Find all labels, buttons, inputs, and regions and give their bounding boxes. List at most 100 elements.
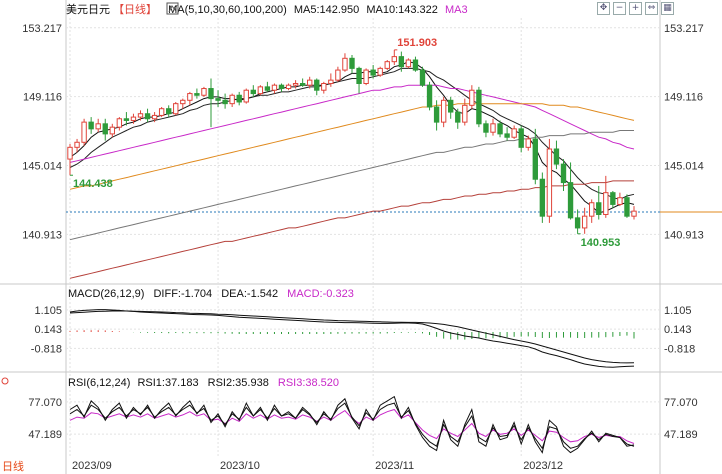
ma30-line bbox=[69, 84, 635, 163]
macd-diff-line bbox=[69, 309, 635, 368]
rsi1-value: RSI1:37.183 bbox=[137, 377, 198, 389]
date-tick: 2023/11 bbox=[375, 460, 414, 472]
candle-up bbox=[581, 215, 588, 229]
candle-down bbox=[349, 57, 355, 69]
price-annotations: 151.903 144.438 140.953 bbox=[70, 37, 620, 249]
price-tick-right: 153.217 bbox=[664, 23, 704, 35]
candle-up bbox=[95, 123, 101, 130]
macd-tick-right: 0.143 bbox=[664, 324, 692, 336]
candle-down bbox=[419, 69, 426, 86]
candle-up bbox=[158, 108, 165, 116]
rsi-header: RSI(6,12,24) RSI1:37.183 RSI2:35.938 RSI… bbox=[68, 377, 339, 389]
macd-tick-right: -0.818 bbox=[664, 343, 695, 355]
candle-down bbox=[539, 178, 546, 217]
price-tick-left: 140.913 bbox=[22, 229, 62, 241]
candle-down bbox=[222, 99, 228, 105]
candle-up bbox=[342, 57, 348, 71]
candle-up bbox=[81, 121, 87, 143]
candle-down bbox=[518, 128, 524, 148]
price-tick-left: 149.116 bbox=[23, 92, 62, 104]
candle-up bbox=[271, 84, 278, 91]
grid-icon[interactable]: ▦ bbox=[661, 2, 674, 15]
macd-diff-value: DIFF:-1.704 bbox=[153, 288, 212, 300]
candle-up bbox=[363, 69, 369, 84]
candle-down bbox=[624, 197, 630, 217]
candle-down bbox=[553, 148, 560, 165]
ma-indicator-icon[interactable] bbox=[166, 2, 179, 15]
candle-down bbox=[426, 84, 433, 108]
date-tick: 2023/10 bbox=[220, 460, 260, 472]
grid-lines bbox=[66, 18, 660, 458]
annotation-low: 140.953 bbox=[581, 237, 621, 249]
candle-down bbox=[88, 121, 94, 130]
candle-up bbox=[201, 88, 207, 96]
macd-tick-left: -0.818 bbox=[31, 343, 62, 355]
date-tick: 2023/12 bbox=[523, 460, 563, 472]
candle-up bbox=[243, 89, 249, 103]
period-tab[interactable]: 日线 bbox=[2, 458, 24, 474]
symbol-label: 美元日元 bbox=[66, 3, 110, 16]
candle-down bbox=[144, 113, 151, 120]
rsi1-line bbox=[69, 395, 635, 454]
macd-dea-line bbox=[69, 310, 635, 364]
macd-macd-value: MACD:-0.323 bbox=[287, 288, 354, 300]
candle-up bbox=[109, 126, 115, 135]
zoom-out-icon[interactable]: − bbox=[613, 2, 626, 15]
candle-down bbox=[398, 56, 405, 68]
candle-down bbox=[264, 86, 271, 91]
candle-up bbox=[511, 128, 517, 138]
candle-up bbox=[603, 192, 609, 216]
rsi-tick-right: 47.189 bbox=[664, 429, 698, 441]
candle-down bbox=[497, 123, 503, 135]
candle-down bbox=[299, 83, 306, 86]
period-tab-label: 日线 bbox=[2, 461, 24, 473]
macd-panel bbox=[69, 309, 635, 368]
rsi-tick-right: 77.070 bbox=[664, 397, 698, 409]
candle-up bbox=[617, 197, 623, 205]
ma10-line bbox=[69, 67, 635, 200]
zoom-in-icon[interactable]: + bbox=[629, 2, 642, 15]
rsi-settings-icon[interactable] bbox=[1, 377, 9, 385]
candle-down bbox=[250, 89, 256, 95]
candle-down bbox=[236, 94, 242, 103]
candle-down bbox=[504, 133, 510, 138]
candle-down bbox=[560, 163, 567, 184]
candle-down bbox=[455, 111, 461, 123]
candle-up bbox=[307, 79, 313, 86]
move-icon[interactable]: ✥ bbox=[597, 2, 610, 15]
candle-up bbox=[321, 83, 327, 91]
macd-tick-left: 0.143 bbox=[34, 324, 62, 336]
candle-down bbox=[123, 118, 130, 121]
ma10-value: MA10:143.322 bbox=[366, 4, 438, 16]
price-tick-left: 145.014 bbox=[22, 161, 62, 173]
macd-header: MACD(26,12,9) DIFF:-1.704 DEA:-1.542 MAC… bbox=[68, 288, 354, 300]
price-tick-left: 153.217 bbox=[22, 23, 62, 35]
candle-up bbox=[405, 59, 412, 68]
candle-up bbox=[173, 103, 179, 115]
candle-down bbox=[433, 106, 440, 123]
candle-down bbox=[102, 123, 108, 135]
candle-up bbox=[257, 86, 264, 95]
candle-up bbox=[631, 210, 637, 217]
candle-down bbox=[166, 108, 172, 115]
candle-up bbox=[67, 146, 73, 160]
candlesticks bbox=[67, 49, 637, 234]
ma-params-label: MA(5,10,30,60,100,200) bbox=[168, 4, 287, 16]
rsi-params-label: RSI(6,12,24) bbox=[68, 377, 130, 389]
candle-down bbox=[208, 88, 214, 100]
candle-up bbox=[440, 99, 447, 123]
price-tick-right: 145.014 bbox=[664, 161, 704, 173]
ma5-value: MA5:142.950 bbox=[294, 4, 359, 16]
candle-up bbox=[130, 116, 137, 121]
candle-down bbox=[476, 89, 482, 125]
macd-params-label: MACD(26,12,9) bbox=[68, 288, 144, 300]
ma60-line bbox=[69, 103, 635, 190]
candle-up bbox=[490, 123, 496, 133]
fit-icon[interactable]: ⇔ bbox=[645, 2, 658, 15]
candle-up bbox=[462, 104, 468, 123]
candle-down bbox=[356, 67, 362, 84]
candle-up bbox=[469, 89, 475, 106]
x-tick-labels: 2023/09 2023/10 2023/11 2023/12 bbox=[72, 460, 563, 472]
candle-up bbox=[74, 141, 80, 148]
